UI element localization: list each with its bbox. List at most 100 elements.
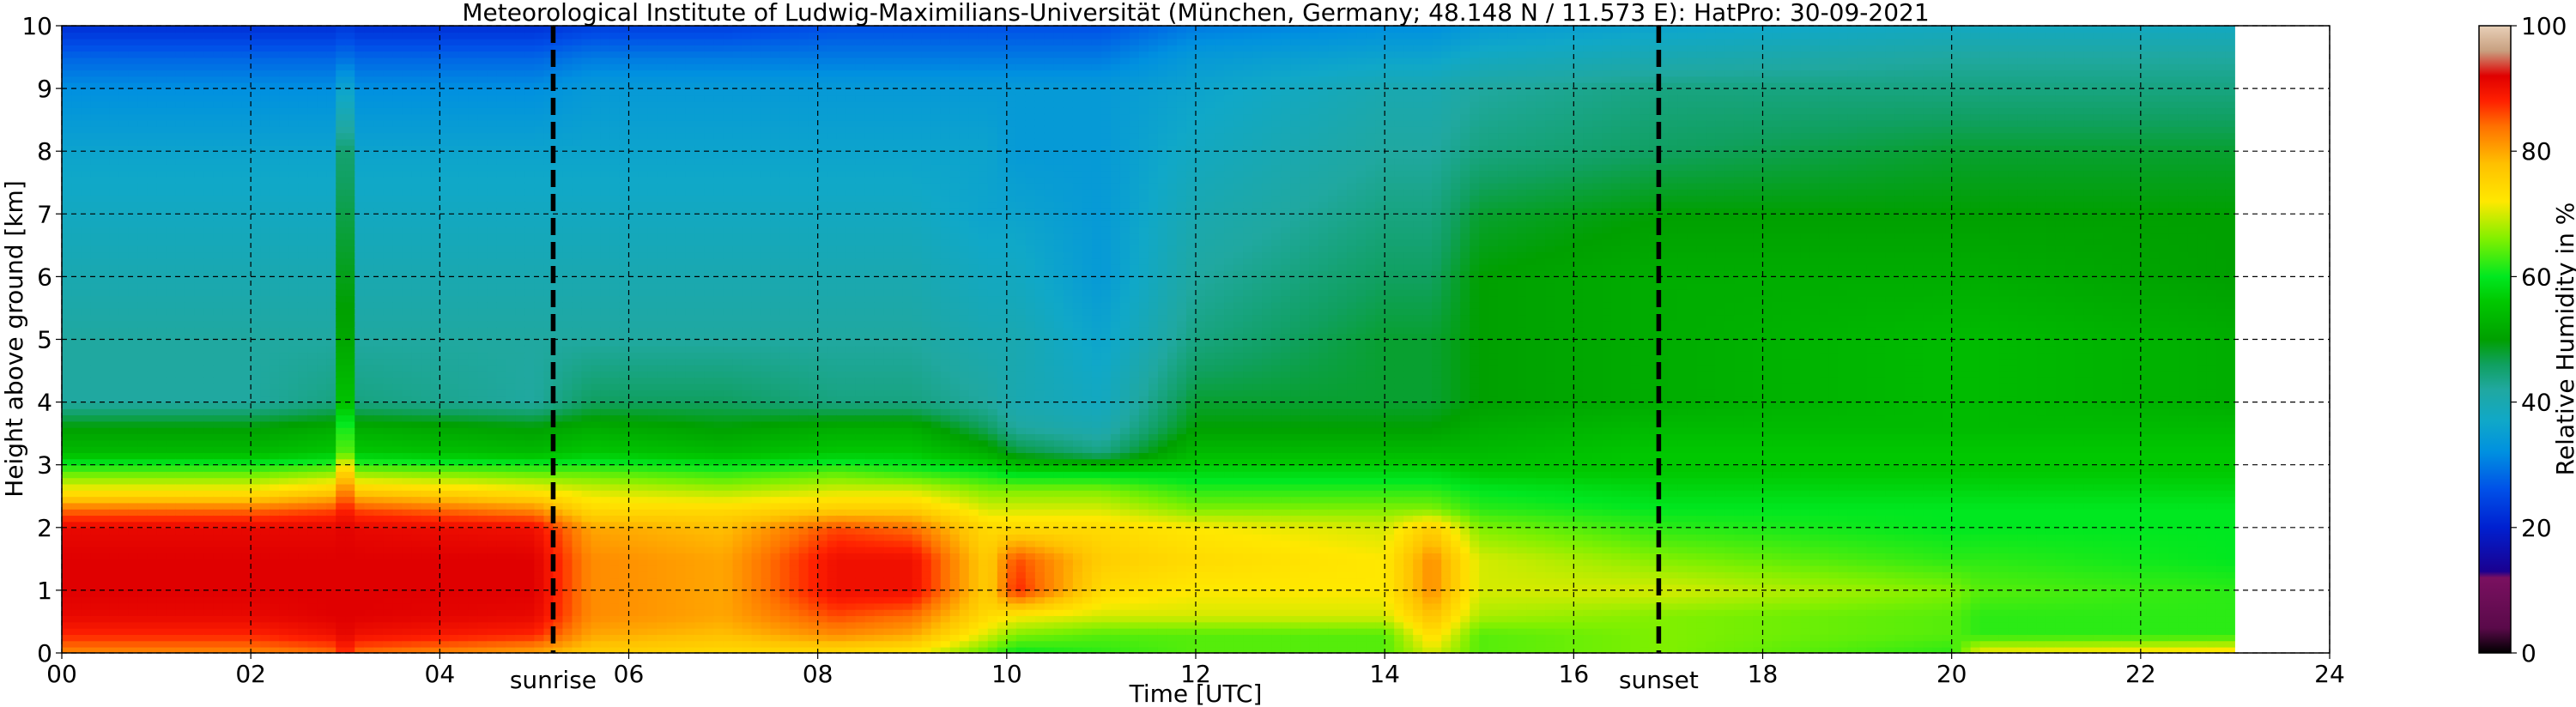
heatmap-cell: [402, 565, 413, 572]
heatmap-cell: [71, 471, 82, 479]
heatmap-cell: [515, 69, 526, 77]
heatmap-cell: [421, 445, 432, 453]
heatmap-cell: [288, 458, 300, 466]
heatmap-cell: [439, 589, 451, 598]
heatmap-cell: [260, 534, 271, 541]
heatmap-cell: [175, 100, 186, 108]
heatmap-cell: [524, 615, 536, 623]
heatmap-cell: [383, 176, 394, 184]
heatmap-cell: [137, 502, 148, 510]
heatmap-cell: [307, 220, 318, 227]
heatmap-cell: [402, 38, 413, 45]
heatmap-cell: [317, 320, 328, 328]
heatmap-cell: [383, 107, 394, 115]
heatmap-cell: [232, 364, 243, 372]
heatmap-cell: [137, 301, 148, 309]
heatmap-cell: [81, 402, 91, 409]
heatmap-cell: [260, 107, 271, 115]
heatmap-cell: [100, 113, 110, 121]
heatmap-cell: [203, 282, 215, 290]
heatmap-cell: [468, 257, 479, 265]
heatmap-cell: [147, 301, 157, 309]
heatmap-cell: [100, 534, 110, 541]
heatmap-cell: [458, 233, 470, 240]
heatmap-cell: [355, 589, 366, 598]
heatmap-cell: [213, 257, 224, 265]
heatmap-cell: [109, 445, 119, 453]
heatmap-cell: [402, 402, 413, 409]
heatmap-cell: [355, 433, 366, 441]
heatmap-cell: [383, 69, 394, 77]
heatmap-cell: [345, 207, 356, 215]
heatmap-cell: [166, 352, 176, 360]
heatmap-cell: [100, 38, 110, 45]
heatmap-cell: [128, 345, 138, 354]
heatmap-cell: [213, 295, 224, 303]
heatmap-cell: [128, 383, 138, 390]
heatmap-cell: [251, 57, 262, 64]
heatmap-cell: [279, 100, 290, 108]
heatmap-cell: [477, 100, 488, 108]
heatmap-cell: [477, 113, 488, 121]
heatmap-cell: [241, 546, 252, 553]
heatmap-cell: [81, 82, 91, 89]
heatmap-cell: [62, 125, 72, 134]
heatmap-cell: [345, 326, 356, 335]
heatmap-cell: [506, 589, 517, 598]
heatmap-cell: [515, 282, 526, 290]
heatmap-cell: [449, 301, 460, 309]
heatmap-cell: [307, 433, 318, 441]
heatmap-cell: [194, 176, 205, 184]
heatmap-cell: [222, 32, 233, 39]
heatmap-cell: [147, 489, 157, 498]
heatmap-cell: [383, 245, 394, 253]
heatmap-cell: [166, 94, 176, 102]
heatmap-cell: [232, 396, 243, 403]
heatmap-cell: [156, 320, 167, 328]
heatmap-cell: [185, 371, 196, 378]
heatmap-cell: [175, 132, 186, 140]
heatmap-cell: [156, 445, 167, 453]
heatmap-cell: [109, 26, 119, 33]
heatmap-cell: [260, 32, 271, 39]
heatmap-cell: [402, 314, 413, 322]
heatmap-cell: [515, 426, 526, 435]
heatmap-cell: [496, 458, 507, 466]
heatmap-cell: [194, 201, 205, 208]
heatmap-cell: [449, 458, 460, 466]
heatmap-cell: [355, 220, 366, 227]
heatmap-cell: [100, 408, 110, 416]
heatmap-cell: [260, 577, 271, 585]
heatmap-cell: [317, 477, 328, 485]
heatmap-cell: [487, 251, 498, 259]
heatmap-cell: [402, 553, 413, 560]
heatmap-cell: [345, 477, 356, 485]
heatmap-cell: [203, 51, 215, 58]
heatmap-cell: [298, 201, 309, 208]
heatmap-cell: [100, 44, 110, 52]
heatmap-cell: [524, 521, 536, 529]
heatmap-cell: [194, 88, 205, 96]
heatmap-cell: [270, 352, 281, 360]
heatmap-cell: [118, 82, 129, 89]
heatmap-cell: [81, 621, 91, 629]
heatmap-cell: [439, 107, 451, 115]
heatmap-cell: [203, 389, 215, 397]
heatmap-cell: [232, 220, 243, 227]
heatmap-cell: [307, 76, 318, 83]
heatmap-cell: [345, 76, 356, 83]
heatmap-cell: [288, 151, 300, 159]
heatmap-cell: [81, 527, 91, 535]
heatmap-cell: [515, 339, 526, 347]
heatmap-cell: [147, 596, 157, 604]
heatmap-cell: [487, 32, 498, 39]
heatmap-cell: [298, 333, 309, 341]
heatmap-cell: [477, 94, 488, 102]
heatmap-cell: [402, 163, 413, 172]
heatmap-cell: [100, 527, 110, 535]
heatmap-cell: [458, 383, 470, 390]
heatmap-cell: [402, 245, 413, 253]
heatmap-cell: [458, 621, 470, 629]
heatmap-cell: [411, 502, 422, 510]
